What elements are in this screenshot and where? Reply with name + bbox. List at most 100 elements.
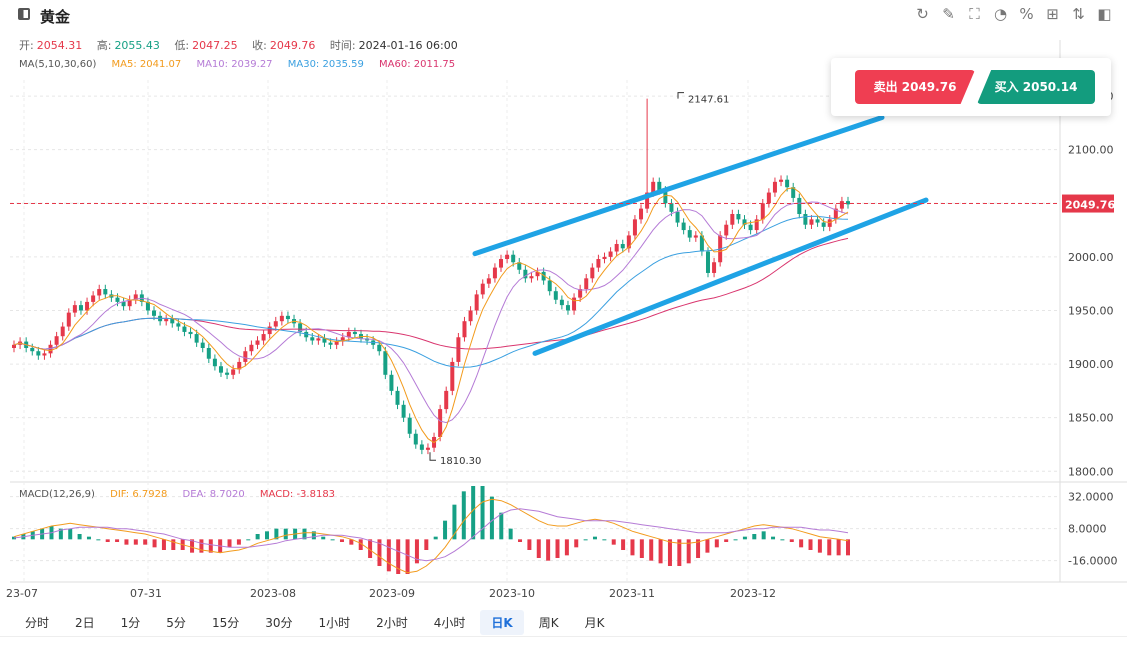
- compare-icon[interactable]: ⇅: [1072, 5, 1085, 23]
- candle-body: [705, 251, 710, 273]
- macd-bar: [86, 536, 91, 540]
- candle-body: [218, 366, 223, 373]
- percent-icon[interactable]: %: [1019, 5, 1034, 23]
- macd-bar: [339, 539, 344, 542]
- candle-body: [243, 351, 248, 362]
- candle-body: [91, 295, 96, 302]
- tab-9[interactable]: 日K: [480, 610, 524, 635]
- tab-4[interactable]: 15分: [211, 616, 240, 630]
- candle-body: [596, 259, 601, 268]
- macd-bar: [714, 539, 719, 548]
- refresh-icon[interactable]: ↻: [916, 5, 929, 23]
- macd-bar: [696, 539, 701, 558]
- macd-bar: [630, 539, 635, 556]
- candle-body: [517, 262, 522, 270]
- candle-body: [748, 224, 753, 231]
- macd-value: MACD: -3.8183: [259, 489, 336, 500]
- macd-bar: [799, 539, 804, 548]
- candle-body: [474, 294, 479, 311]
- price-tick-label: 1950.00: [1068, 304, 1114, 317]
- macd-bar: [330, 539, 335, 541]
- tab-11[interactable]: 月K: [584, 616, 605, 630]
- dea-value: DEA: 8.7020: [182, 489, 245, 500]
- candle-body: [584, 278, 589, 290]
- macd-bar: [368, 539, 373, 558]
- current-price-tag: [1062, 194, 1114, 213]
- close-label: 收:: [252, 39, 267, 52]
- candle-body: [419, 444, 424, 450]
- candle-body: [511, 254, 516, 263]
- sell-button[interactable]: 卖出 2049.76: [855, 70, 975, 104]
- candle-body: [626, 235, 631, 249]
- candle-body: [328, 342, 333, 345]
- channel-upper-line: [472, 115, 885, 257]
- ma60-line: [13, 237, 849, 350]
- candle-body: [663, 190, 668, 204]
- ma30-value: MA30: 2035.59: [287, 59, 364, 70]
- candle-body: [133, 294, 138, 300]
- macd-bar: [780, 539, 785, 541]
- candle-body: [602, 256, 607, 260]
- candle-body: [736, 214, 741, 220]
- ohlc-bar: 开: 2054.31 高: 2055.43 低: 2047.25 收: 2049.76 …: [19, 37, 469, 53]
- time-tick-label: 2023-12: [730, 587, 776, 600]
- macd-bar: [592, 536, 597, 540]
- macd-bar: [742, 536, 747, 540]
- macd-bar: [461, 491, 466, 540]
- tab-7[interactable]: 2小时: [376, 616, 408, 630]
- macd-bar: [555, 539, 560, 558]
- candle-body: [669, 203, 674, 212]
- tab-1[interactable]: 2日: [75, 616, 95, 630]
- tab-3[interactable]: 5分: [166, 616, 186, 630]
- candle-body: [791, 187, 796, 198]
- tab-2[interactable]: 1分: [120, 616, 141, 630]
- candle-body: [565, 305, 570, 311]
- time-tick-label: 2023-10: [489, 587, 535, 600]
- macd-bar: [677, 539, 682, 566]
- macd-bar: [274, 528, 279, 540]
- candle-body: [212, 358, 217, 367]
- macd-bar: [96, 539, 101, 541]
- tab-6[interactable]: 1小时: [318, 616, 351, 630]
- indicator-icon[interactable]: ◔: [993, 5, 1008, 23]
- candle-body: [760, 203, 765, 220]
- macd-bar: [724, 539, 729, 542]
- draw-icon[interactable]: ✎: [942, 5, 955, 23]
- macd-bar: [574, 539, 579, 548]
- dif-line: [13, 498, 849, 574]
- tab-5[interactable]: 30分: [265, 616, 293, 630]
- buy-button[interactable]: 买入 2050.14: [977, 70, 1095, 104]
- candle-body: [821, 222, 826, 227]
- time-label: 时间:: [329, 39, 356, 52]
- sidebar-icon[interactable]: ◧: [1097, 5, 1112, 23]
- macd-label: MACD(12,26,9): [19, 489, 95, 500]
- macd-bar: [349, 539, 354, 545]
- candle-body: [237, 361, 242, 370]
- tab-8[interactable]: 4小时: [433, 616, 466, 630]
- candle-body: [261, 334, 266, 341]
- candle-body: [145, 301, 150, 311]
- layout-icon[interactable]: ⊞: [1046, 5, 1059, 23]
- candle-body: [450, 361, 455, 391]
- macd-bar: [499, 512, 504, 540]
- candle-body: [803, 214, 808, 225]
- macd-bar: [190, 539, 195, 553]
- tab-10[interactable]: 周K: [538, 616, 559, 630]
- macd-bar: [602, 539, 607, 541]
- ma10-line: [13, 201, 849, 424]
- tab-0[interactable]: 分时: [25, 616, 50, 630]
- candle-body: [340, 337, 345, 342]
- chart-type-icon[interactable]: ⛶: [969, 5, 980, 23]
- candle-body: [273, 321, 278, 327]
- candle-body: [590, 267, 595, 279]
- candle-body: [523, 269, 528, 279]
- macd-bar: [536, 539, 541, 558]
- high-value: 2055.43: [114, 39, 160, 52]
- candle-body: [164, 319, 169, 322]
- macd-bar: [564, 539, 569, 556]
- candle-body: [559, 299, 564, 306]
- candle-body: [839, 201, 844, 209]
- candle-body: [742, 219, 747, 225]
- macd-bar: [480, 486, 485, 540]
